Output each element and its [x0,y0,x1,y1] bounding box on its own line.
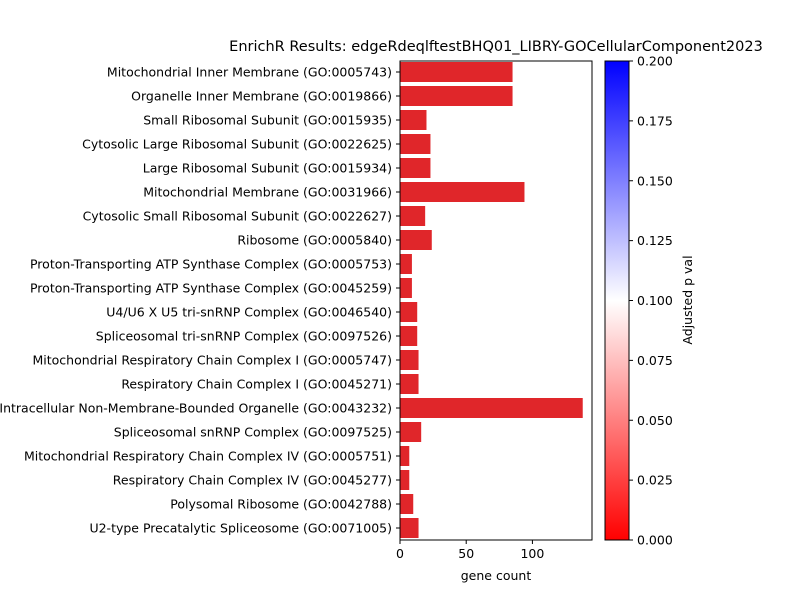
bar [400,422,422,442]
bar [400,230,432,250]
bar [400,158,431,178]
colorbar-title: Adjusted p val [680,255,695,344]
category-label: Intracellular Non-Membrane-Bounded Organ… [0,401,392,416]
category-label: Spliceosomal tri-snRNP Complex (GO:00975… [96,329,392,344]
colorbar-tick-label: 0.025 [637,473,673,488]
x-tick-label: 0 [396,546,404,561]
bar [400,62,513,82]
colorbar-tick-label: 0.000 [637,533,673,548]
category-label: U2-type Precatalytic Spliceosome (GO:007… [89,521,392,536]
category-label: Proton-Transporting ATP Synthase Complex… [30,281,392,296]
x-tick-label: 50 [458,546,474,561]
category-label: Respiratory Chain Complex IV (GO:0045277… [113,473,392,488]
bar [400,254,412,274]
bar [400,86,513,106]
category-label: Small Ribosomal Subunit (GO:0015935) [143,113,392,128]
colorbar-tick-label: 0.175 [637,113,673,128]
category-label: Spliceosomal snRNP Complex (GO:0097525) [114,425,392,440]
category-label: Cytosolic Small Ribosomal Subunit (GO:00… [83,209,392,224]
category-label: Mitochondrial Respiratory Chain Complex … [24,449,392,464]
x-tick-label: 100 [520,546,544,561]
bar [400,446,410,466]
category-label: Respiratory Chain Complex I (GO:0045271) [121,377,392,392]
bar [400,206,426,226]
category-label: Ribosome (GO:0005840) [237,233,392,248]
colorbar [604,60,630,541]
category-label: Organelle Inner Membrane (GO:0019866) [131,89,392,104]
category-label: Mitochondrial Inner Membrane (GO:0005743… [107,65,392,80]
plot-frame [399,60,593,541]
bar [400,182,525,202]
category-label: Mitochondrial Membrane (GO:0031966) [143,185,392,200]
colorbar-tick-label: 0.125 [637,233,673,248]
category-label: Large Ribosomal Subunit (GO:0015934) [143,161,392,176]
bar [400,470,410,490]
colorbar-tick-label: 0.150 [637,173,673,188]
category-label: Proton-Transporting ATP Synthase Complex… [30,257,392,272]
bar [400,110,427,130]
bar [400,278,412,298]
category-labels: Mitochondrial Inner Membrane (GO:0005743… [0,65,400,536]
colorbar-tick-label: 0.050 [637,413,673,428]
colorbar-tick-label: 0.075 [637,353,673,368]
bar [400,350,419,370]
bar [400,134,431,154]
bar [400,494,414,514]
colorbar-tick-label: 0.100 [637,293,673,308]
colorbar-tick-label: 0.200 [637,54,673,69]
category-label: U4/U6 X U5 tri-snRNP Complex (GO:0046540… [106,305,392,320]
bar [400,374,419,394]
x-axis-title: gene count [461,568,532,583]
category-label: Polysomal Ribosome (GO:0042788) [170,497,392,512]
bar [400,518,419,538]
bar [400,398,583,418]
category-label: Mitochondrial Respiratory Chain Complex … [33,353,393,368]
colorbar-ticks: 0.000 0.025 0.050 0.075 0.100 0.125 0.150 0.175… [629,54,673,548]
category-label: Cytosolic Large Ribosomal Subunit (GO:00… [82,137,392,152]
bar [400,302,418,322]
x-axis: 0 50 100 [396,540,544,561]
chart-title: EnrichR Results: edgeRdeqlftestBHQ01_LIB… [229,39,763,55]
bar [400,326,418,346]
bars-layer [400,62,583,538]
